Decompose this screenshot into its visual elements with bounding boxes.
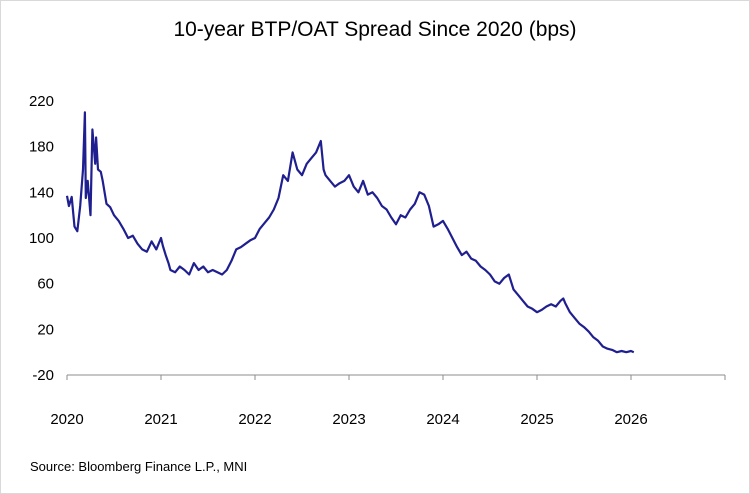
x-tick-label: 2020 — [50, 411, 83, 428]
y-tick-label: 100 — [29, 230, 54, 247]
chart-title: 10-year BTP/OAT Spread Since 2020 (bps) — [173, 18, 577, 41]
x-tick-label: 2021 — [144, 411, 177, 428]
x-tick-label: 2024 — [426, 411, 459, 428]
y-tick-label: 180 — [29, 139, 54, 156]
y-tick-label: 60 — [37, 276, 54, 293]
x-tick-label: 2025 — [520, 411, 553, 428]
x-tick-label: 2023 — [332, 411, 365, 428]
source-note: Source: Bloomberg Finance L.P., MNI — [30, 459, 248, 474]
y-tick-label: 220 — [29, 93, 54, 110]
x-tick-label: 2022 — [238, 411, 271, 428]
series-line — [65, 111, 635, 354]
y-tick-label: 20 — [37, 321, 54, 338]
y-tick-label: 140 — [29, 184, 54, 201]
x-tick-label: 2026 — [614, 411, 647, 428]
y-tick-label: -20 — [32, 367, 54, 384]
